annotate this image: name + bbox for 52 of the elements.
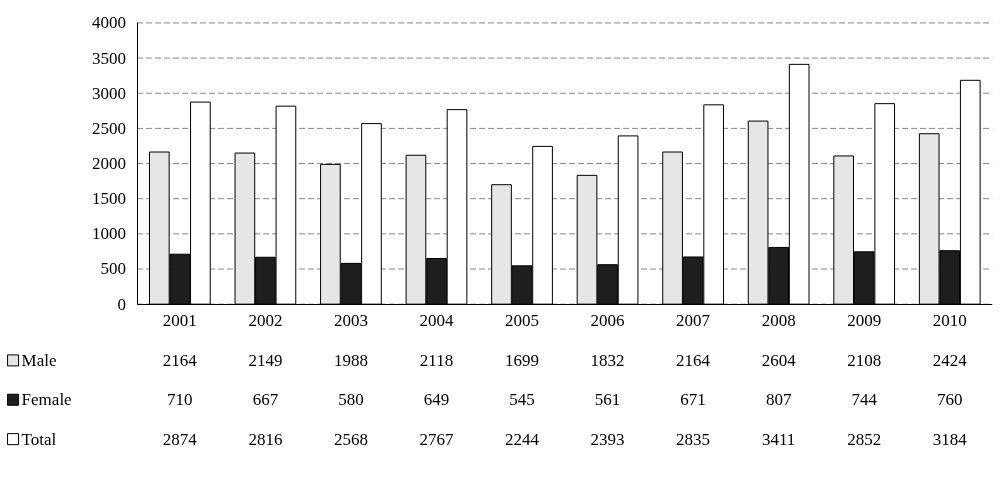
data-label: 1988 (333, 350, 368, 370)
data-label: 2604 (761, 350, 797, 370)
data-label: 2568 (333, 429, 368, 449)
x-tick-label: 2005 (505, 311, 540, 331)
data-label: 580 (338, 390, 364, 410)
data-label: 760 (936, 390, 963, 410)
data-label: 2164 (162, 350, 198, 370)
data-label: 744 (851, 390, 878, 410)
data-label: 2767 (419, 429, 454, 449)
data-label: 2108 (847, 350, 882, 370)
data-label: 2874 (162, 429, 198, 449)
data-label: 1832 (590, 350, 625, 370)
y-tick-label: 2000 (92, 154, 127, 174)
data-label: 561 (594, 390, 621, 410)
data-label: 2424 (932, 350, 968, 370)
x-tick-label: 2001 (162, 311, 197, 331)
y-tick-label: 0 (117, 294, 127, 314)
y-tick-label: 3000 (92, 83, 127, 103)
x-tick-label: 2002 (248, 311, 283, 331)
y-tick-label: 2500 (92, 118, 127, 138)
data-label: 2852 (847, 429, 882, 449)
x-tick-label: 2007 (676, 311, 711, 331)
legend-label: Total (21, 429, 57, 449)
data-label: 671 (680, 390, 706, 410)
data-label: 3184 (932, 429, 968, 449)
legend-label: Male (21, 350, 57, 370)
y-tick-label: 3500 (92, 48, 127, 68)
x-tick-label: 2004 (419, 311, 454, 331)
y-tick-label: 500 (100, 259, 127, 279)
data-label: 2164 (676, 350, 711, 370)
data-label: 667 (252, 390, 279, 410)
x-tick-label: 2009 (847, 311, 882, 331)
data-label: 3411 (761, 429, 796, 449)
data-label: 649 (423, 390, 450, 410)
data-label: 2244 (505, 429, 540, 449)
data-label: 1699 (505, 350, 540, 370)
x-tick-label: 2008 (761, 311, 796, 331)
x-tick-label: 2003 (333, 311, 368, 331)
data-label: 710 (167, 390, 193, 410)
data-label: 2149 (248, 350, 283, 370)
data-label: 807 (765, 390, 792, 410)
data-label: 2118 (419, 350, 454, 370)
data-label: 2393 (590, 429, 625, 449)
x-tick-label: 2006 (590, 311, 625, 331)
y-tick-label: 1500 (92, 189, 127, 209)
x-tick-label: 2010 (932, 311, 967, 331)
data-label: 545 (509, 390, 535, 410)
legend-label: Female (21, 390, 72, 410)
data-label: 2835 (676, 429, 711, 449)
y-tick-label: 4000 (92, 13, 127, 33)
y-tick-label: 1000 (92, 224, 127, 244)
data-label: 2816 (248, 429, 283, 449)
